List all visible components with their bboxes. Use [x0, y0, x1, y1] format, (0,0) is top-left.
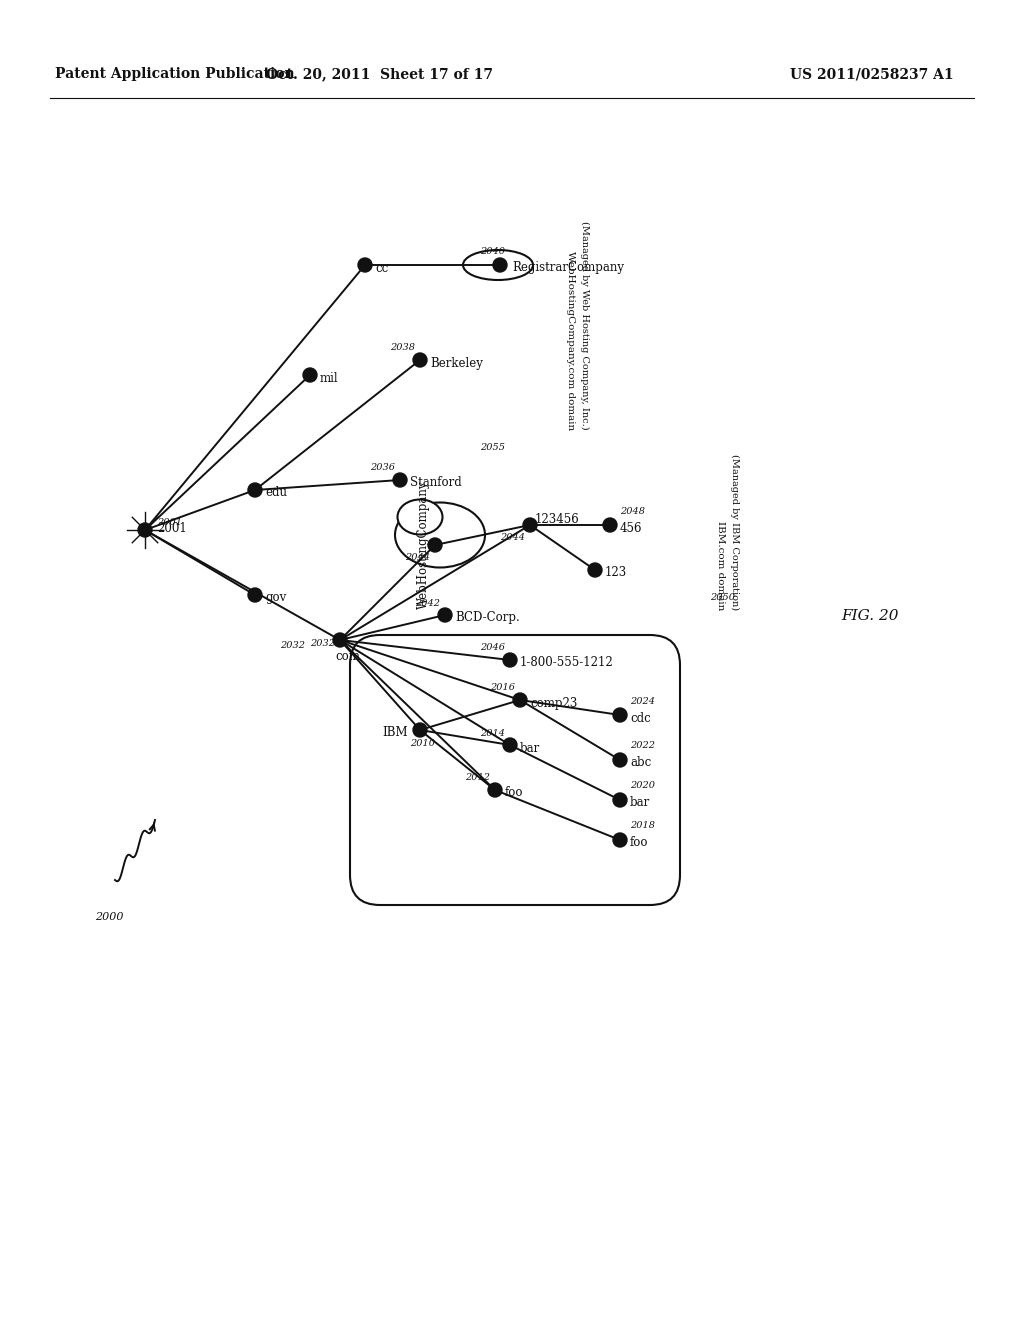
Text: cc: cc: [375, 261, 388, 275]
Text: bar: bar: [520, 742, 541, 755]
Text: 2018: 2018: [630, 821, 655, 830]
Circle shape: [413, 723, 427, 737]
Text: RegistrarCompany: RegistrarCompany: [512, 261, 624, 275]
Text: IBM: IBM: [382, 726, 408, 739]
Text: IBM.com domain: IBM.com domain: [716, 520, 725, 610]
Text: mil: mil: [319, 371, 339, 384]
Circle shape: [138, 523, 152, 537]
Text: FIG. 20: FIG. 20: [842, 609, 899, 623]
Circle shape: [248, 587, 262, 602]
Circle shape: [613, 793, 627, 807]
Text: WebHostingCompany.com domain: WebHostingCompany.com domain: [565, 251, 574, 430]
Text: 2012: 2012: [465, 774, 490, 783]
Text: 2050: 2050: [710, 593, 735, 602]
Text: gov: gov: [265, 591, 287, 605]
Text: 2040: 2040: [480, 247, 505, 256]
Text: 2001: 2001: [157, 521, 186, 535]
Circle shape: [428, 539, 442, 552]
Text: WebHostingCompany: WebHostingCompany: [417, 480, 430, 610]
Circle shape: [393, 473, 407, 487]
Circle shape: [613, 708, 627, 722]
Text: 123: 123: [605, 566, 628, 579]
Text: 2020: 2020: [630, 781, 655, 791]
Text: Stanford: Stanford: [410, 477, 462, 490]
Text: 2055: 2055: [480, 444, 505, 451]
Text: bar: bar: [630, 796, 650, 809]
Text: 2014: 2014: [480, 729, 505, 738]
Ellipse shape: [397, 499, 442, 535]
Text: Patent Application Publication: Patent Application Publication: [55, 67, 295, 81]
Text: 1-800-555-1212: 1-800-555-1212: [520, 656, 613, 669]
Circle shape: [603, 517, 617, 532]
Text: 2000: 2000: [95, 912, 124, 921]
Text: 2022: 2022: [630, 742, 655, 751]
Text: (Managed by Web Hosting Company, Inc.): (Managed by Web Hosting Company, Inc.): [581, 222, 590, 430]
Text: Berkeley: Berkeley: [430, 356, 483, 370]
Text: 2001: 2001: [157, 517, 182, 527]
Circle shape: [523, 517, 537, 532]
Text: 2010: 2010: [410, 739, 435, 748]
Text: cdc: cdc: [630, 711, 650, 725]
Text: 2032: 2032: [280, 640, 305, 649]
Circle shape: [333, 634, 347, 647]
Text: 2044: 2044: [500, 532, 525, 541]
Circle shape: [503, 653, 517, 667]
Text: comp23: comp23: [530, 697, 578, 710]
Text: 2046: 2046: [480, 644, 505, 652]
Circle shape: [488, 783, 502, 797]
Text: 2036: 2036: [370, 463, 395, 473]
Text: 2024: 2024: [630, 697, 655, 705]
Text: 2038: 2038: [390, 343, 415, 352]
Circle shape: [613, 752, 627, 767]
Text: 2032: 2032: [310, 639, 335, 648]
Circle shape: [513, 693, 527, 708]
Text: edu: edu: [265, 487, 287, 499]
Text: 2042: 2042: [415, 598, 440, 607]
Text: com: com: [336, 649, 360, 663]
Circle shape: [438, 609, 452, 622]
Circle shape: [493, 257, 507, 272]
Text: US 2011/0258237 A1: US 2011/0258237 A1: [790, 67, 953, 81]
Circle shape: [303, 368, 317, 381]
Text: 456: 456: [620, 521, 642, 535]
Text: abc: abc: [630, 756, 651, 770]
Text: foo: foo: [630, 837, 648, 850]
Text: foo: foo: [505, 787, 523, 800]
Circle shape: [248, 483, 262, 498]
Circle shape: [503, 738, 517, 752]
Circle shape: [588, 564, 602, 577]
Text: 2016: 2016: [490, 684, 515, 693]
Circle shape: [358, 257, 372, 272]
Text: 123456: 123456: [535, 513, 580, 525]
Text: (Managed by IBM Corporation): (Managed by IBM Corporation): [730, 454, 739, 610]
Circle shape: [413, 352, 427, 367]
Text: BCD-Corp.: BCD-Corp.: [455, 611, 520, 624]
Text: Oct. 20, 2011  Sheet 17 of 17: Oct. 20, 2011 Sheet 17 of 17: [266, 67, 494, 81]
Circle shape: [613, 833, 627, 847]
Text: 2048: 2048: [620, 507, 645, 516]
Text: 2044: 2044: [406, 553, 430, 561]
